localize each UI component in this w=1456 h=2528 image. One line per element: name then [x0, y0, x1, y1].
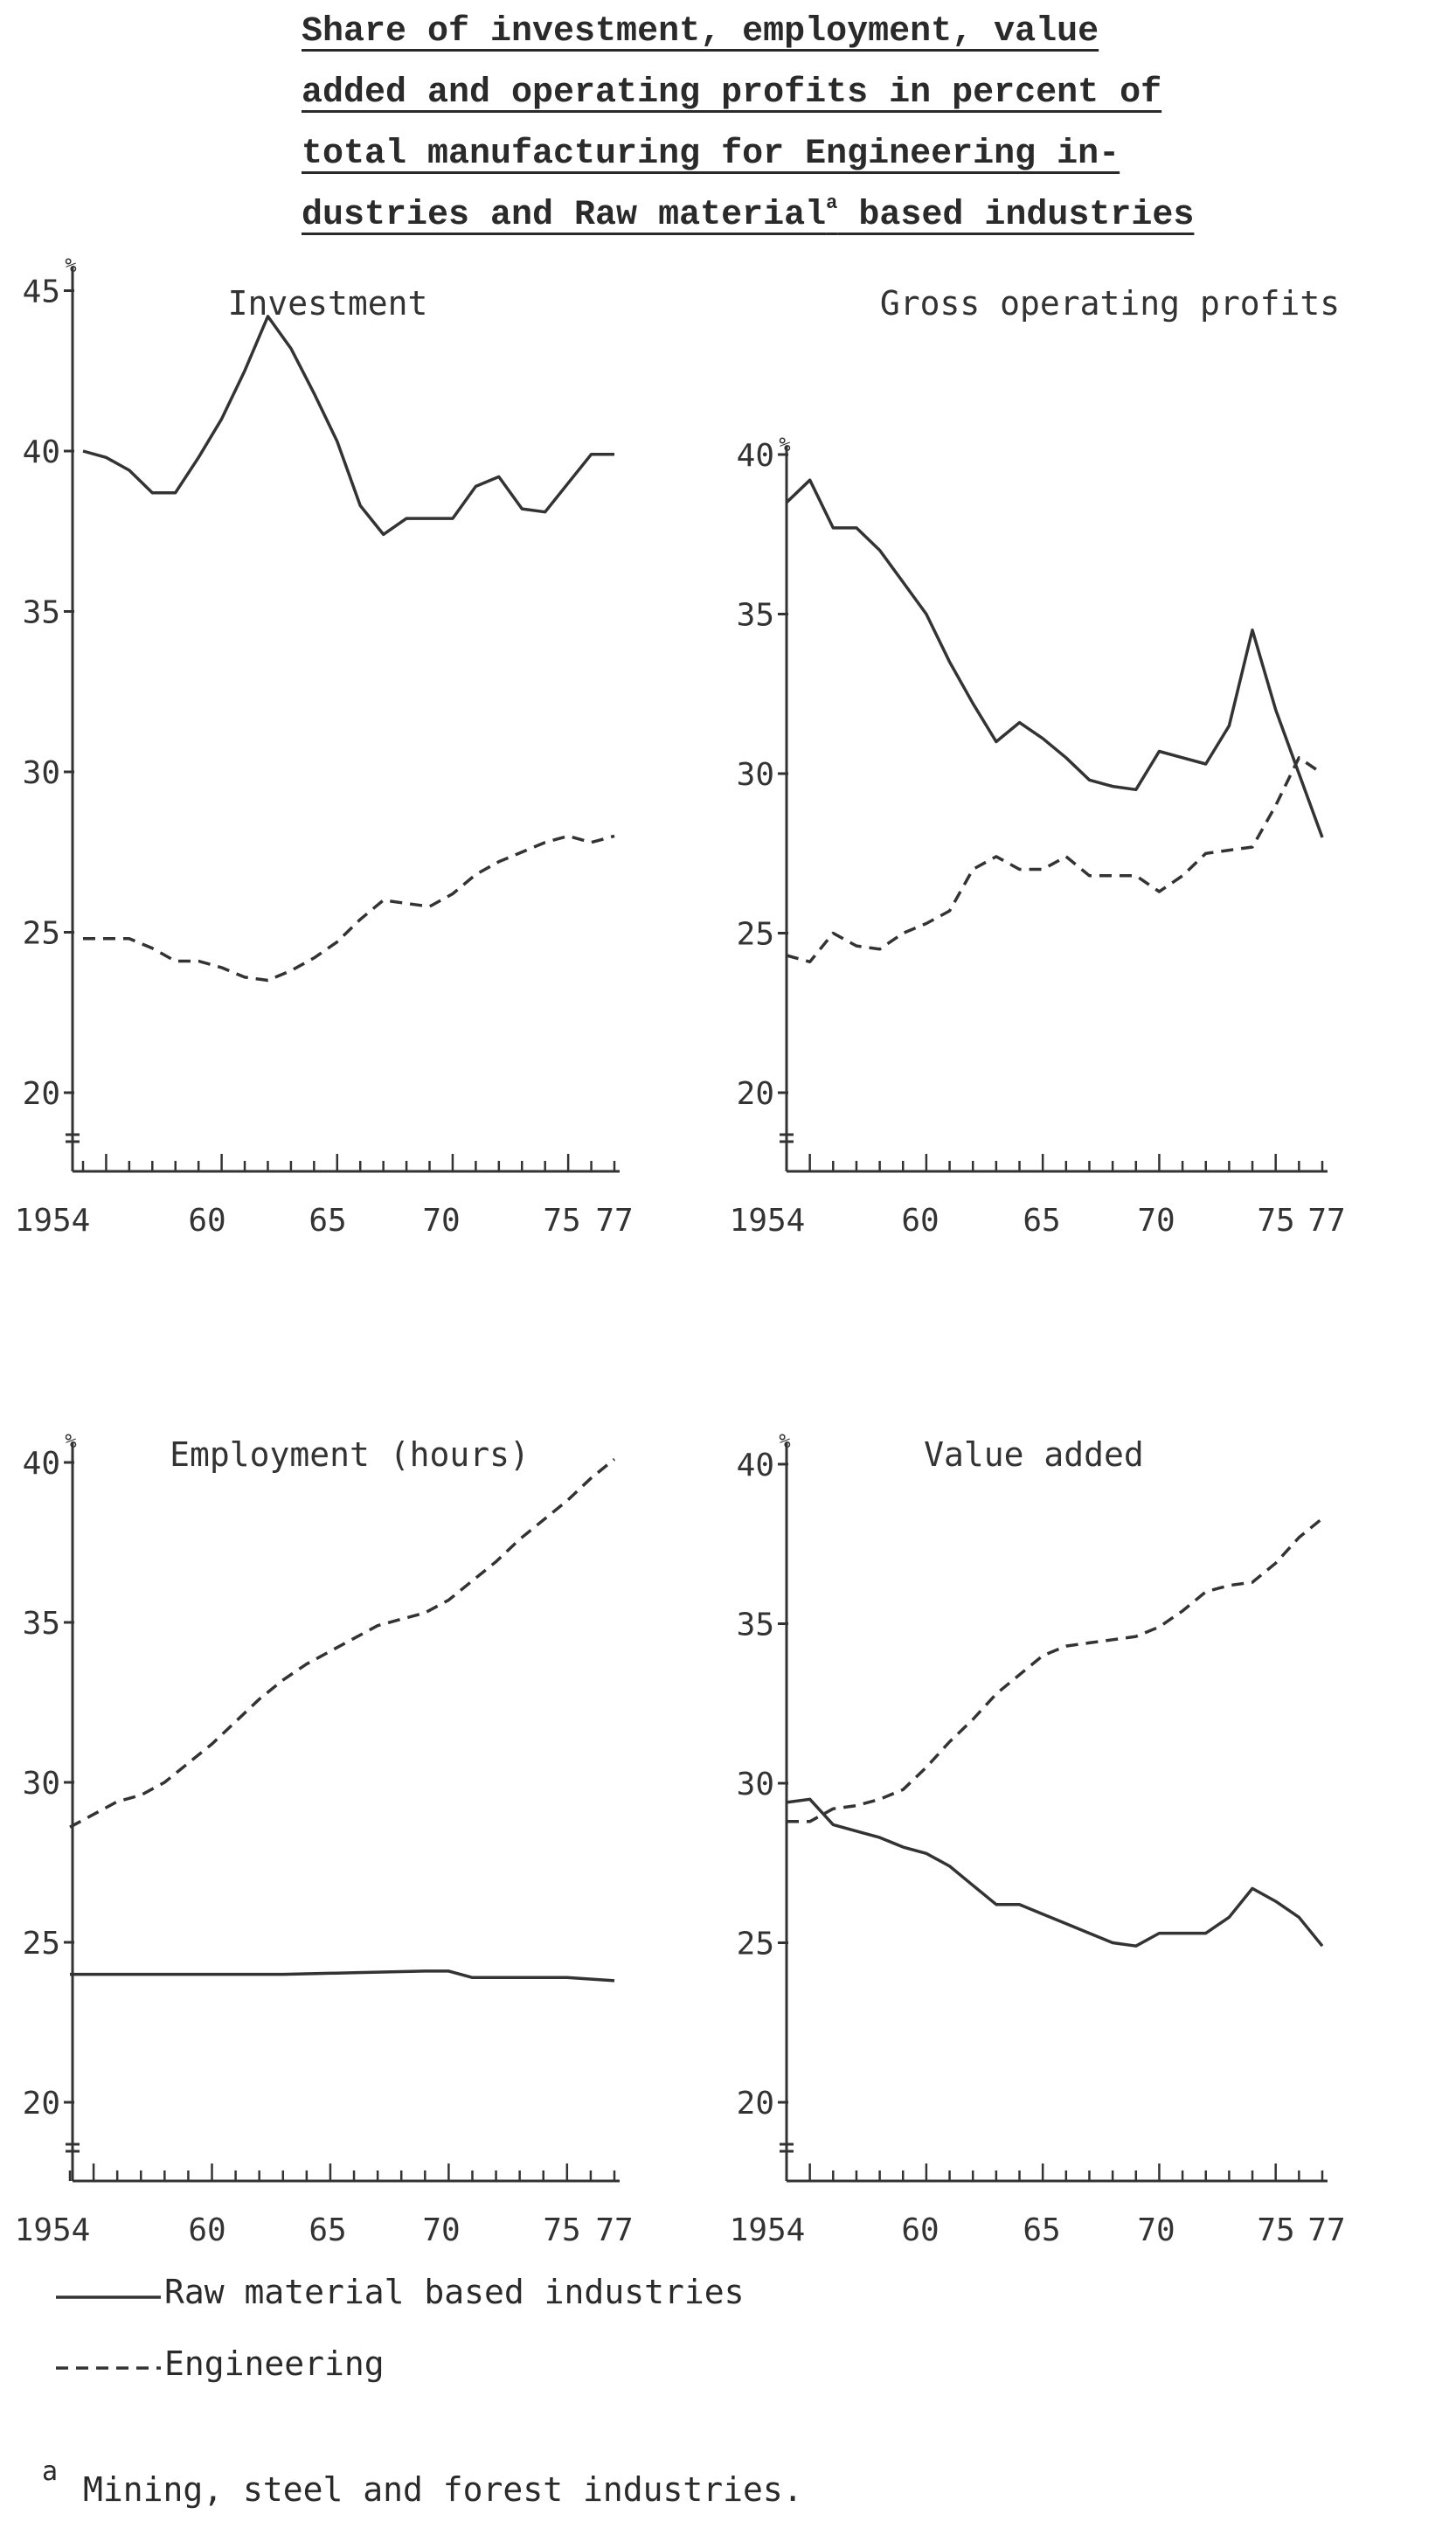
- chart2-y-tick-label-25: 25: [737, 917, 774, 953]
- chart3-x-tick-label-1954: 1954: [15, 2212, 91, 2248]
- chart1-x-tick-label-1954: 1954: [15, 1203, 91, 1239]
- chart2-x-tick-label-70: 70: [1137, 1203, 1175, 1239]
- chart4-x-tick-label-70: 70: [1137, 2212, 1175, 2248]
- chart4-y-tick-label-40: 40: [737, 1448, 774, 1483]
- chart3-unit-label: %: [65, 1431, 76, 1453]
- chart2-x-tick-label-77: 77: [1307, 1203, 1345, 1239]
- chart1-y-tick-label-20: 20: [23, 1076, 60, 1112]
- chart1-y-tick-label-25: 25: [23, 916, 60, 952]
- chart3-x-tick-label-75: 75: [543, 2212, 580, 2248]
- chart1-unit-label: %: [65, 255, 76, 277]
- title-footnote-mark: a: [826, 192, 838, 214]
- chart4-y-tick-label-30: 30: [737, 1767, 774, 1802]
- chart1-y-tick-label-40: 40: [23, 434, 60, 470]
- chart1-x-tick-label-75: 75: [543, 1203, 580, 1239]
- legend-solid-swatch: [56, 2295, 161, 2299]
- title-line-4-tail: based industries: [837, 196, 1195, 235]
- chart4-y-tick-label-35: 35: [737, 1608, 774, 1643]
- chart2-x-tick-label-1954: 1954: [730, 1203, 806, 1239]
- chart1-x-tick-label-65: 65: [309, 1203, 346, 1239]
- chart4-y-tick-label-25: 25: [737, 1927, 774, 1962]
- chart1-y-tick-label-45: 45: [23, 274, 60, 310]
- chart4-x-tick-label-75: 75: [1257, 2212, 1294, 2248]
- chart1-x-tick-label-60: 60: [188, 1203, 225, 1239]
- legend-raw-material-label: Raw material based industries: [164, 2273, 745, 2311]
- chart4-title: Value added: [924, 1435, 1144, 1474]
- chart4-raw-material-line: [786, 1797, 1324, 1948]
- legend-engineering-label: Engineering: [164, 2344, 385, 2383]
- chart1-engineering-line: [83, 834, 615, 983]
- chart2-engineering-line: [786, 756, 1323, 964]
- chart1-y-tick-label-35: 35: [23, 595, 60, 631]
- footnote-mark: a: [42, 2456, 59, 2487]
- chart3-x-tick-label-70: 70: [422, 2212, 460, 2248]
- chart1-x-tick-label-77: 77: [595, 1203, 633, 1239]
- chart2-x-tick-label-75: 75: [1257, 1203, 1294, 1239]
- chart2-title: Gross operating profits: [880, 284, 1340, 323]
- chart4-engineering-line: [787, 1517, 1324, 1823]
- chart3-x-tick-label-77: 77: [595, 2212, 633, 2248]
- chart2-y-tick-label-40: 40: [737, 438, 774, 474]
- chart2-y-tick-label-35: 35: [737, 598, 774, 634]
- chart3-x-tick-label-60: 60: [188, 2212, 225, 2248]
- chart1-title: Investment: [228, 284, 428, 323]
- footnote-text: Mining, steel and forest industries.: [83, 2470, 803, 2509]
- title-line-3: total manufacturing for Engineering in-: [302, 135, 1120, 174]
- chart2-x-tick-label-65: 65: [1023, 1203, 1060, 1239]
- chart3-title: Employment (hours): [170, 1435, 530, 1474]
- chart4-unit-label: %: [779, 1431, 790, 1453]
- chart2-x-tick-label-60: 60: [901, 1203, 939, 1239]
- chart3-y-tick-label-20: 20: [23, 2086, 60, 2122]
- chart3-x-tick-label-65: 65: [309, 2212, 346, 2248]
- chart3-y-tick-label-40: 40: [23, 1446, 60, 1482]
- chart4-x-tick-label-77: 77: [1307, 2212, 1345, 2248]
- title-line-2: added and operating profits in percent o…: [302, 73, 1162, 113]
- chart2-y-tick-label-30: 30: [737, 757, 774, 793]
- chart3-raw-material-line: [70, 1969, 615, 1983]
- chart2-raw-material-line: [785, 478, 1324, 838]
- chart1-raw-material-line: [82, 315, 614, 537]
- chart2-y-tick-label-20: 20: [737, 1076, 774, 1112]
- chart3-y-tick-label-25: 25: [23, 1926, 60, 1962]
- chart4-y-tick-label-20: 20: [737, 2086, 774, 2122]
- chart4-x-tick-label-65: 65: [1023, 2212, 1060, 2248]
- chart4-x-tick-label-60: 60: [901, 2212, 939, 2248]
- figure-title: Share of investment, employment, value a…: [302, 2, 1411, 247]
- chart2-unit-label: %: [779, 434, 790, 456]
- chart3-y-tick-label-30: 30: [23, 1766, 60, 1802]
- legend-dashed-swatch: [56, 2366, 161, 2370]
- title-line-4-text: dustries and Raw material: [302, 196, 827, 235]
- chart4-x-tick-label-1954: 1954: [730, 2212, 806, 2248]
- chart3-y-tick-label-35: 35: [23, 1606, 60, 1642]
- chart1-y-tick-label-30: 30: [23, 755, 60, 791]
- chart3-engineering-line: [69, 1457, 616, 1829]
- title-line-4: dustries and Raw materiala based industr…: [302, 185, 1411, 247]
- chart1-x-tick-label-70: 70: [422, 1203, 460, 1239]
- title-line-1: Share of investment, employment, value: [302, 12, 1099, 52]
